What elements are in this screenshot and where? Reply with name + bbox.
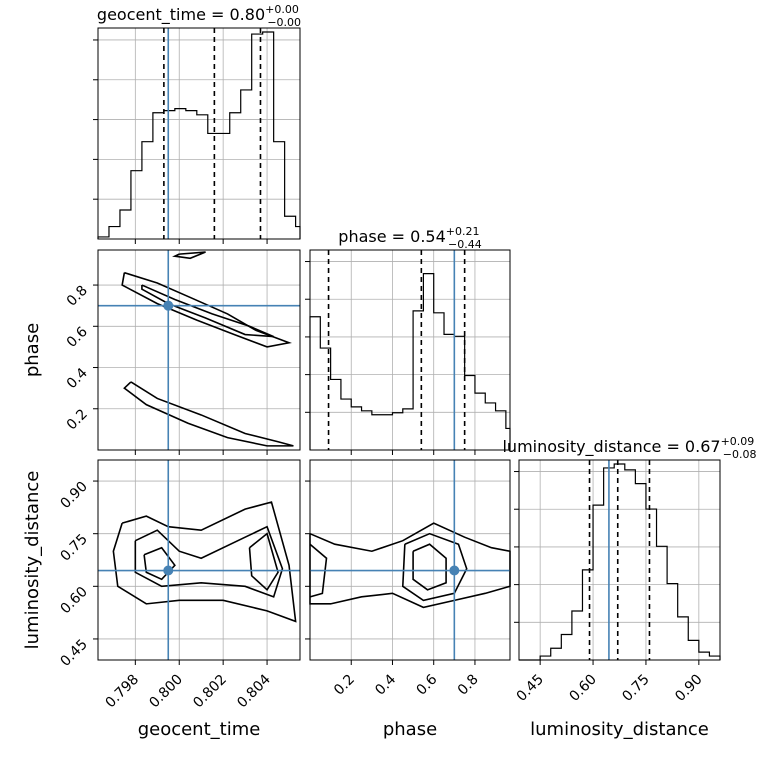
x-tick-label: 0.90 (672, 672, 705, 705)
x-tick-label: 0.8 (455, 672, 482, 699)
density-contour (309, 522, 511, 609)
truth-marker (163, 565, 174, 576)
axes-title: geocent_time = 0.80+0.00 −0.00 (97, 3, 301, 29)
y-tick-label: 0.4 (64, 365, 91, 392)
density-contour (121, 271, 292, 348)
truth-marker (163, 300, 174, 311)
density-contour (112, 501, 297, 623)
density-contour (123, 381, 294, 447)
y-tick-label: 0.75 (57, 531, 90, 564)
x-tick-label: 0.802 (190, 672, 230, 712)
density-contour (401, 532, 468, 602)
axes-title: phase = 0.54+0.21 −0.44 (338, 225, 481, 251)
x-tick-label: 0.60 (567, 672, 600, 705)
x-tick-label: 0.4 (372, 671, 399, 698)
x-tick-label: 0.804 (234, 671, 274, 711)
density-contour (412, 543, 447, 591)
truth-marker (449, 565, 460, 576)
x-tick-label: 0.2 (331, 672, 358, 699)
density-contour (309, 543, 328, 598)
x-tick-label: 0.75 (619, 672, 652, 705)
y-tick-label: 0.45 (57, 636, 90, 669)
y-tick-label: 0.2 (64, 406, 91, 433)
x-axis-label: phase (383, 719, 437, 740)
density-contour (141, 284, 274, 338)
density-contour (172, 251, 206, 260)
density-contour (134, 525, 284, 598)
y-tick-label: 0.90 (57, 479, 90, 512)
axes-frame (518, 459, 721, 661)
axes-title: luminosity_distance = 0.67+0.09 −0.08 (502, 435, 756, 461)
x-tick-label: 0.6 (413, 671, 440, 698)
x-tick-label: 0.800 (146, 672, 186, 712)
y-tick-label: 0.8 (64, 283, 91, 310)
x-axis-label: geocent_time (138, 719, 261, 740)
density-contour (248, 532, 279, 592)
axes-frame (309, 459, 511, 661)
x-tick-label: 0.798 (102, 672, 142, 712)
axes-frame (97, 27, 301, 240)
axes-frame (97, 249, 301, 451)
x-tick-label: 0.45 (514, 672, 547, 705)
histogram-geocent_time (97, 31, 301, 239)
y-axis-label: luminosity_distance (22, 471, 43, 650)
y-axis-label: phase (22, 323, 43, 377)
y-tick-label: 0.60 (57, 584, 90, 617)
histogram-phase (309, 273, 511, 450)
y-tick-label: 0.6 (64, 324, 91, 351)
histogram-luminosity_distance (519, 463, 721, 661)
axes-frame (97, 459, 301, 661)
x-axis-label: luminosity_distance (530, 719, 709, 740)
axes-frame (309, 249, 511, 451)
